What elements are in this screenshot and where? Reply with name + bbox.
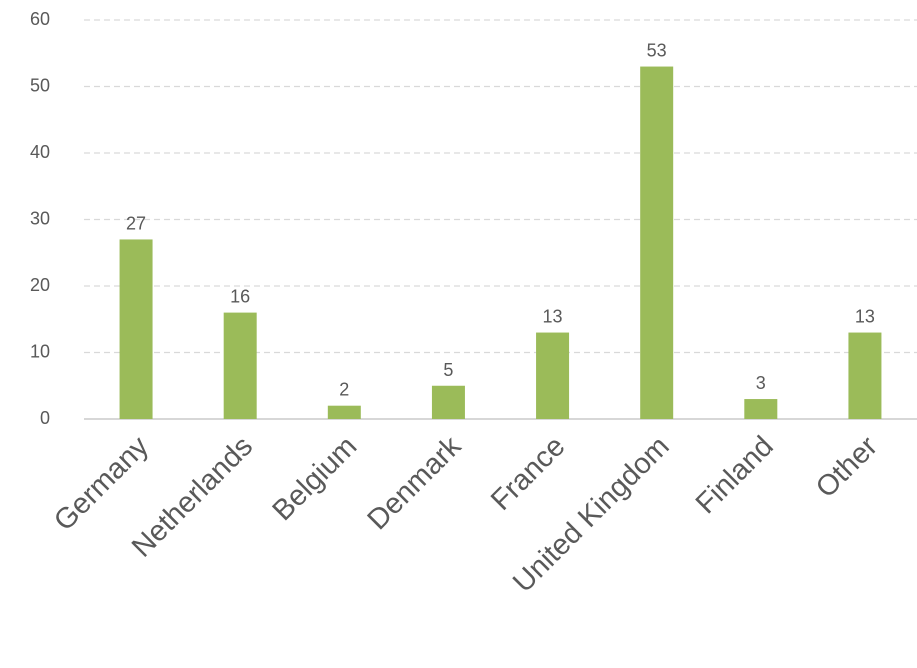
bar [640,66,674,420]
y-tick-label: 10 [30,341,50,361]
bar [119,239,153,419]
y-tick-label: 50 [30,75,50,95]
bar [223,312,257,419]
y-tick-label: 60 [30,9,50,29]
data-label: 27 [126,213,146,233]
data-label: 5 [443,360,453,380]
data-label: 53 [647,41,667,61]
bar [536,332,570,419]
bar [431,385,465,419]
y-tick-label: 20 [30,275,50,295]
x-tick-label: France [485,430,571,516]
y-tick-label: 40 [30,142,50,162]
bar [744,399,778,419]
x-tick-label: Finland [690,430,780,520]
data-label: 16 [230,287,250,307]
x-tick-label: Germany [48,430,155,537]
data-label: 13 [543,307,563,327]
data-label: 13 [855,307,875,327]
x-tick-label: Belgium [267,430,364,527]
data-label: 3 [756,373,766,393]
y-tick-label: 0 [40,408,50,428]
bar [848,332,882,419]
x-tick-label: Denmark [362,430,468,536]
data-label: 2 [339,380,349,400]
x-tick-label: Other [810,430,884,504]
y-tick-label: 30 [30,208,50,228]
bar [327,405,361,419]
